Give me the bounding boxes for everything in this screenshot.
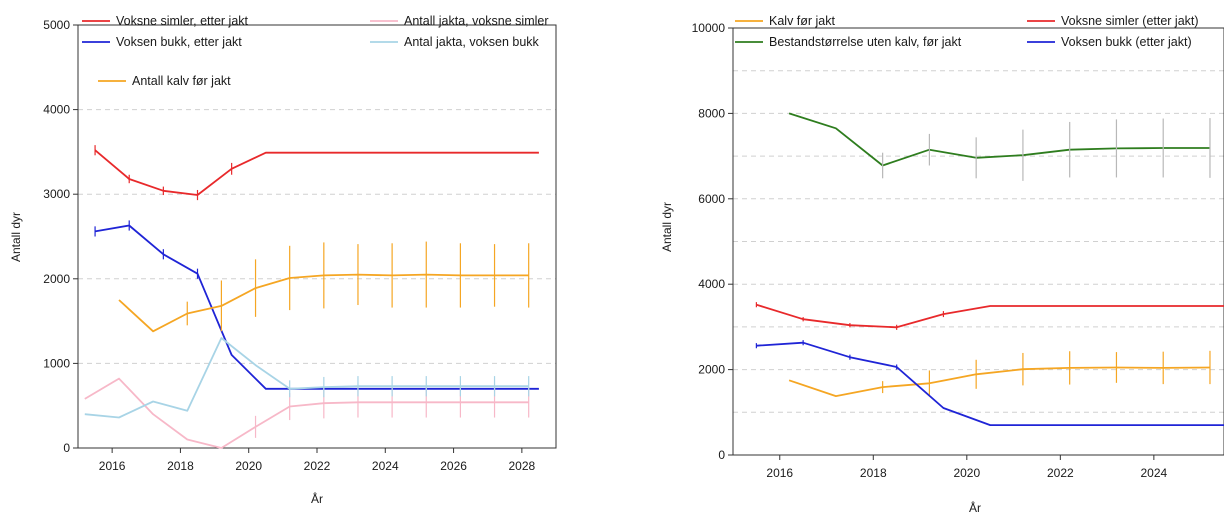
series-1: Voksne simler, etter jakt xyxy=(82,14,539,201)
y-tick-label: 6000 xyxy=(698,192,725,206)
legend-label: Voksen bukk, etter jakt xyxy=(116,35,242,49)
chart-1: 0 1000 2000 3000 4000 5000 2016 2018 2020 2022 202… xyxy=(9,14,557,506)
series-line xyxy=(84,337,529,419)
series-line xyxy=(94,149,539,196)
x-tick-label: 2020 xyxy=(235,459,262,473)
x-tick-label: 2024 xyxy=(1141,466,1168,480)
y-tick-label: 2000 xyxy=(698,363,725,377)
y-tick-label: 3000 xyxy=(43,187,70,201)
x-axis-title: År xyxy=(969,500,981,515)
y-tick-label: 0 xyxy=(63,441,70,455)
y-tick-label: 2000 xyxy=(43,272,70,286)
legend-label: Antal jakta, voksen bukk xyxy=(404,35,540,49)
y-tick-label: 4000 xyxy=(43,103,70,117)
legend-label: Kalv før jakt xyxy=(769,14,836,28)
legend-label: Bestandstørrelse uten kalv, før jakt xyxy=(769,35,962,49)
plot-frame xyxy=(77,24,557,449)
legend-label: Antall kalv før jakt xyxy=(132,74,231,88)
series-5: Antall kalv før jakt xyxy=(98,74,530,333)
y-tick-label: 1000 xyxy=(43,356,70,370)
y-tick-label: 0 xyxy=(718,448,725,462)
series-3: Voksne simler (etter jakt) xyxy=(755,14,1224,330)
y-tick-label: 8000 xyxy=(698,106,725,120)
x-tick-label: 2028 xyxy=(509,459,536,473)
series-1: Kalv før jakt xyxy=(735,14,1211,398)
legend-label: Voksne simler (etter jakt) xyxy=(1061,14,1199,28)
series-line xyxy=(756,341,1224,427)
chart-2: 0 2000 4000 6000 8000 10000 2016 2018 2020 2022 20… xyxy=(660,14,1224,515)
series-line xyxy=(788,112,1210,167)
series-2: Bestandstørrelse uten kalv, før jakt xyxy=(735,35,1211,181)
legend-label: Antall jakta, voksne simler xyxy=(404,14,549,28)
plot-frame xyxy=(732,27,1224,456)
legend-label: Voksne simler, etter jakt xyxy=(116,14,249,28)
y-tick-label: 5000 xyxy=(43,18,70,32)
series-2: Voksen bukk, etter jakt xyxy=(82,35,539,390)
y-tick-label: 4000 xyxy=(698,277,725,291)
series-line xyxy=(788,366,1211,398)
x-tick-label: 2024 xyxy=(372,459,399,473)
x-tick-label: 2026 xyxy=(440,459,467,473)
x-axis-title: År xyxy=(311,491,323,506)
x-tick-label: 2018 xyxy=(860,466,887,480)
x-tick-label: 2016 xyxy=(99,459,126,473)
x-tick-label: 2018 xyxy=(167,459,194,473)
series-line xyxy=(756,303,1224,329)
x-tick-label: 2020 xyxy=(953,466,980,480)
x-tick-label: 2016 xyxy=(766,466,793,480)
series-line xyxy=(94,224,539,390)
series-line xyxy=(84,377,529,449)
x-tick-label: 2022 xyxy=(304,459,331,473)
y-axis-title: Antall dyr xyxy=(660,202,674,252)
x-tick-label: 2022 xyxy=(1047,466,1074,480)
legend-label: Voksen bukk (etter jakt) xyxy=(1061,35,1192,49)
series-4: Antal jakta, voksen bukk xyxy=(84,35,540,419)
y-tick-label: 10000 xyxy=(692,21,726,35)
series-4: Voksen bukk (etter jakt) xyxy=(755,35,1224,427)
y-axis-title: Antall dyr xyxy=(9,212,23,262)
